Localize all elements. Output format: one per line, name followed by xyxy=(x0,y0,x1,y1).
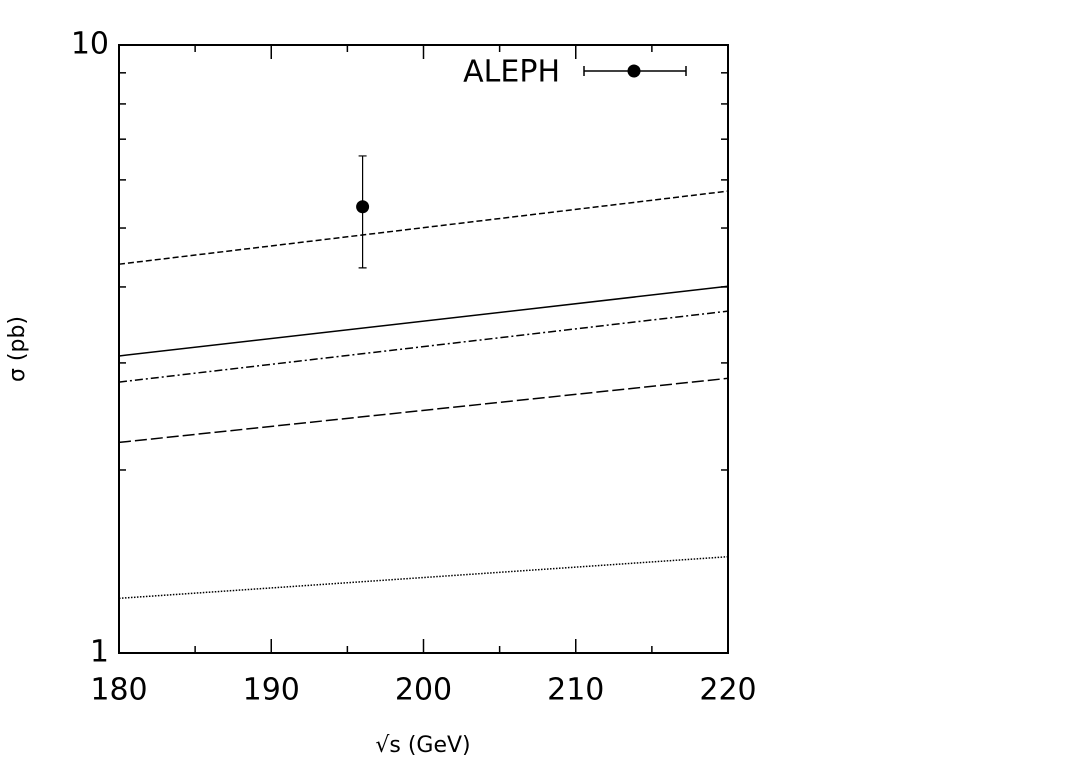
plot-frame xyxy=(118,44,729,654)
curve xyxy=(118,377,729,444)
legend-label: ALEPH xyxy=(463,55,560,90)
x-tick-label: 180 xyxy=(90,673,147,708)
legend-sample-point xyxy=(627,64,641,78)
curve xyxy=(118,310,729,383)
x-tick-label: 220 xyxy=(699,673,756,708)
y-axis-label: σ (pb) xyxy=(5,316,30,382)
x-tick-label: 200 xyxy=(395,673,452,708)
curve xyxy=(118,285,729,357)
x-tick-label: 210 xyxy=(547,673,604,708)
x-axis-label: √s (GeV) xyxy=(375,733,470,758)
y-tick-label: 10 xyxy=(71,27,109,62)
y-tick-label: 1 xyxy=(90,635,109,670)
curve xyxy=(118,555,729,600)
curve xyxy=(118,190,729,265)
x-tick-label: 190 xyxy=(243,673,300,708)
data-point xyxy=(356,200,370,214)
